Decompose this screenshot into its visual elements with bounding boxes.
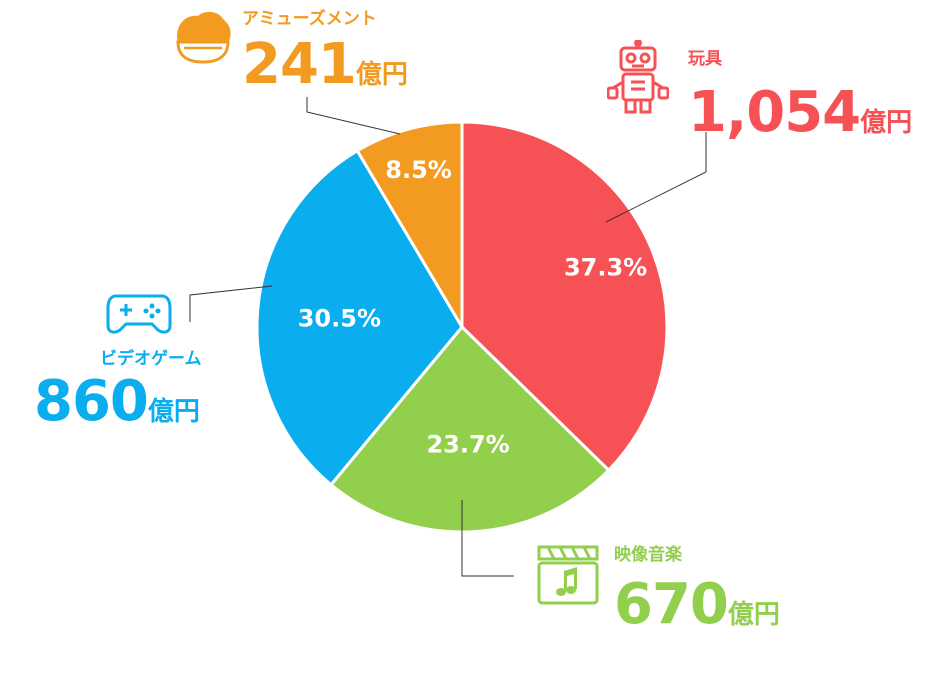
gamepad-icon: [106, 290, 172, 338]
toys-amount-unit: 億円: [860, 108, 913, 138]
pie-slice-video-games: [255, 149, 464, 487]
amusement-amount-value: 241: [242, 32, 357, 97]
robot-icon: [606, 39, 670, 120]
percent-label-video-games: 30.5%: [298, 304, 381, 332]
video-games-amount-value: 860: [34, 369, 149, 434]
leader-line-video-games: [189, 285, 273, 322]
percent-label-video-music: 23.7%: [426, 431, 509, 459]
video-music-amount: 670億円: [614, 577, 780, 633]
pie-slice-video-music: [329, 325, 611, 534]
toys-amount: 1,054億円: [688, 85, 912, 141]
toys-amount-value: 1,054: [688, 80, 861, 145]
pie-slice-toys: [460, 120, 669, 472]
leader-line-amusement: [306, 97, 401, 135]
video-music-callout: 映像音楽 670億円: [614, 540, 780, 633]
amusement-amount-unit: 億円: [355, 60, 408, 90]
video-games-callout: ビデオゲーム: [100, 344, 202, 369]
leader-line-toys: [605, 132, 707, 223]
video-games-amount: 860億円: [34, 374, 200, 430]
leader-line-video-music: [461, 500, 514, 577]
amusement-label: アミューズメント: [242, 9, 377, 29]
percent-label-amusement: 8.5%: [385, 156, 452, 184]
clapperboard-icon: [536, 543, 602, 611]
toys-callout: 玩具 1,054億円: [688, 44, 912, 141]
video-music-amount-value: 670: [614, 572, 729, 637]
video-music-amount-unit: 億円: [727, 600, 780, 630]
amusement-amount: 241億円: [242, 37, 408, 93]
amusement-callout: アミューズメント 241億円: [242, 4, 408, 93]
video-games-label: ビデオゲーム: [100, 349, 202, 369]
pie-slice-amusement: [355, 120, 464, 329]
video-games-amount-wrap: 860億円: [34, 374, 200, 430]
video-games-amount-unit: 億円: [147, 397, 200, 427]
video-music-label: 映像音楽: [614, 545, 682, 565]
toys-label: 玩具: [688, 49, 722, 69]
percent-label-toys: 37.3%: [564, 254, 647, 282]
onigiri-icon: [172, 8, 234, 70]
